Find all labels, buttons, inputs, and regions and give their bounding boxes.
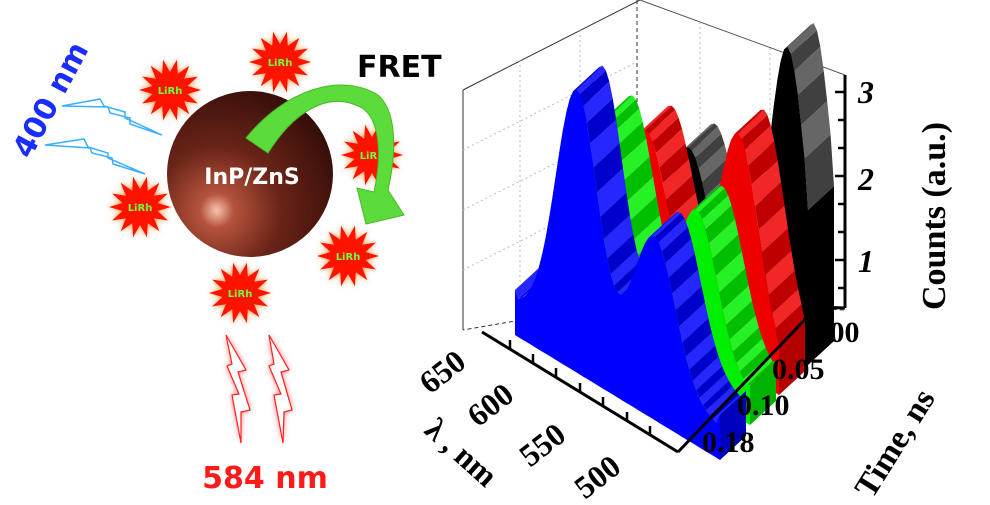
acceptor-label: LiRh	[360, 151, 385, 162]
acceptor-label: LiRh	[158, 86, 183, 97]
acceptor-starburst-icon: LiRh	[209, 262, 271, 324]
acceptor-starburst-icon: LiRh	[249, 31, 311, 93]
excitation-lightning-icon	[44, 98, 163, 175]
y-axis-title: Time, ns	[848, 383, 942, 504]
acceptor-label: LiRh	[336, 252, 361, 263]
acceptor-label: LiRh	[128, 203, 153, 214]
x-tick: 500	[567, 448, 627, 505]
z-tick: 3	[857, 74, 874, 110]
z-tick: 2	[857, 161, 874, 197]
z-tick: 1	[858, 243, 874, 279]
x-tick: 550	[512, 416, 572, 474]
x-tick: 600	[460, 376, 520, 434]
acceptor-starburst-icon: LiRh	[109, 176, 171, 238]
acceptor-starburst-icon: LiRh	[317, 225, 379, 287]
y-tick: 0.18	[702, 426, 755, 459]
fret-label: FRET	[357, 50, 442, 85]
y-axis-line	[676, 305, 819, 454]
schematic: 400 nm InP/ZnS LiRhLiRhLiRhLiRhLiRhLiRh …	[6, 31, 442, 496]
waterfall-plot: 650 600 550 500 λ , nm 0.00 0.05 0.10 0.…	[412, 0, 953, 505]
x-tick: 650	[412, 343, 472, 401]
acceptor-label: LiRh	[228, 289, 253, 300]
y-tick-labels: 0.00 0.05 0.10 0.18	[702, 316, 860, 459]
acceptor-starburst-icon: LiRh	[139, 59, 201, 121]
emission-label: 584 nm	[202, 461, 328, 496]
y-tick: 0.10	[737, 389, 790, 422]
fret-arrow-icon	[245, 84, 405, 225]
core-label: InP/ZnS	[204, 165, 299, 190]
y-tick: 0.05	[772, 353, 825, 386]
acceptor-label: LiRh	[268, 58, 293, 69]
emission-lightning-icon	[225, 334, 293, 444]
quantum-dot-sphere	[167, 91, 333, 257]
axes	[481, 75, 847, 454]
z-axis-title: Counts (a.u.)	[916, 122, 953, 310]
z-tick-labels: 1 2 3	[857, 74, 874, 279]
y-tick: 0.00	[807, 316, 860, 349]
